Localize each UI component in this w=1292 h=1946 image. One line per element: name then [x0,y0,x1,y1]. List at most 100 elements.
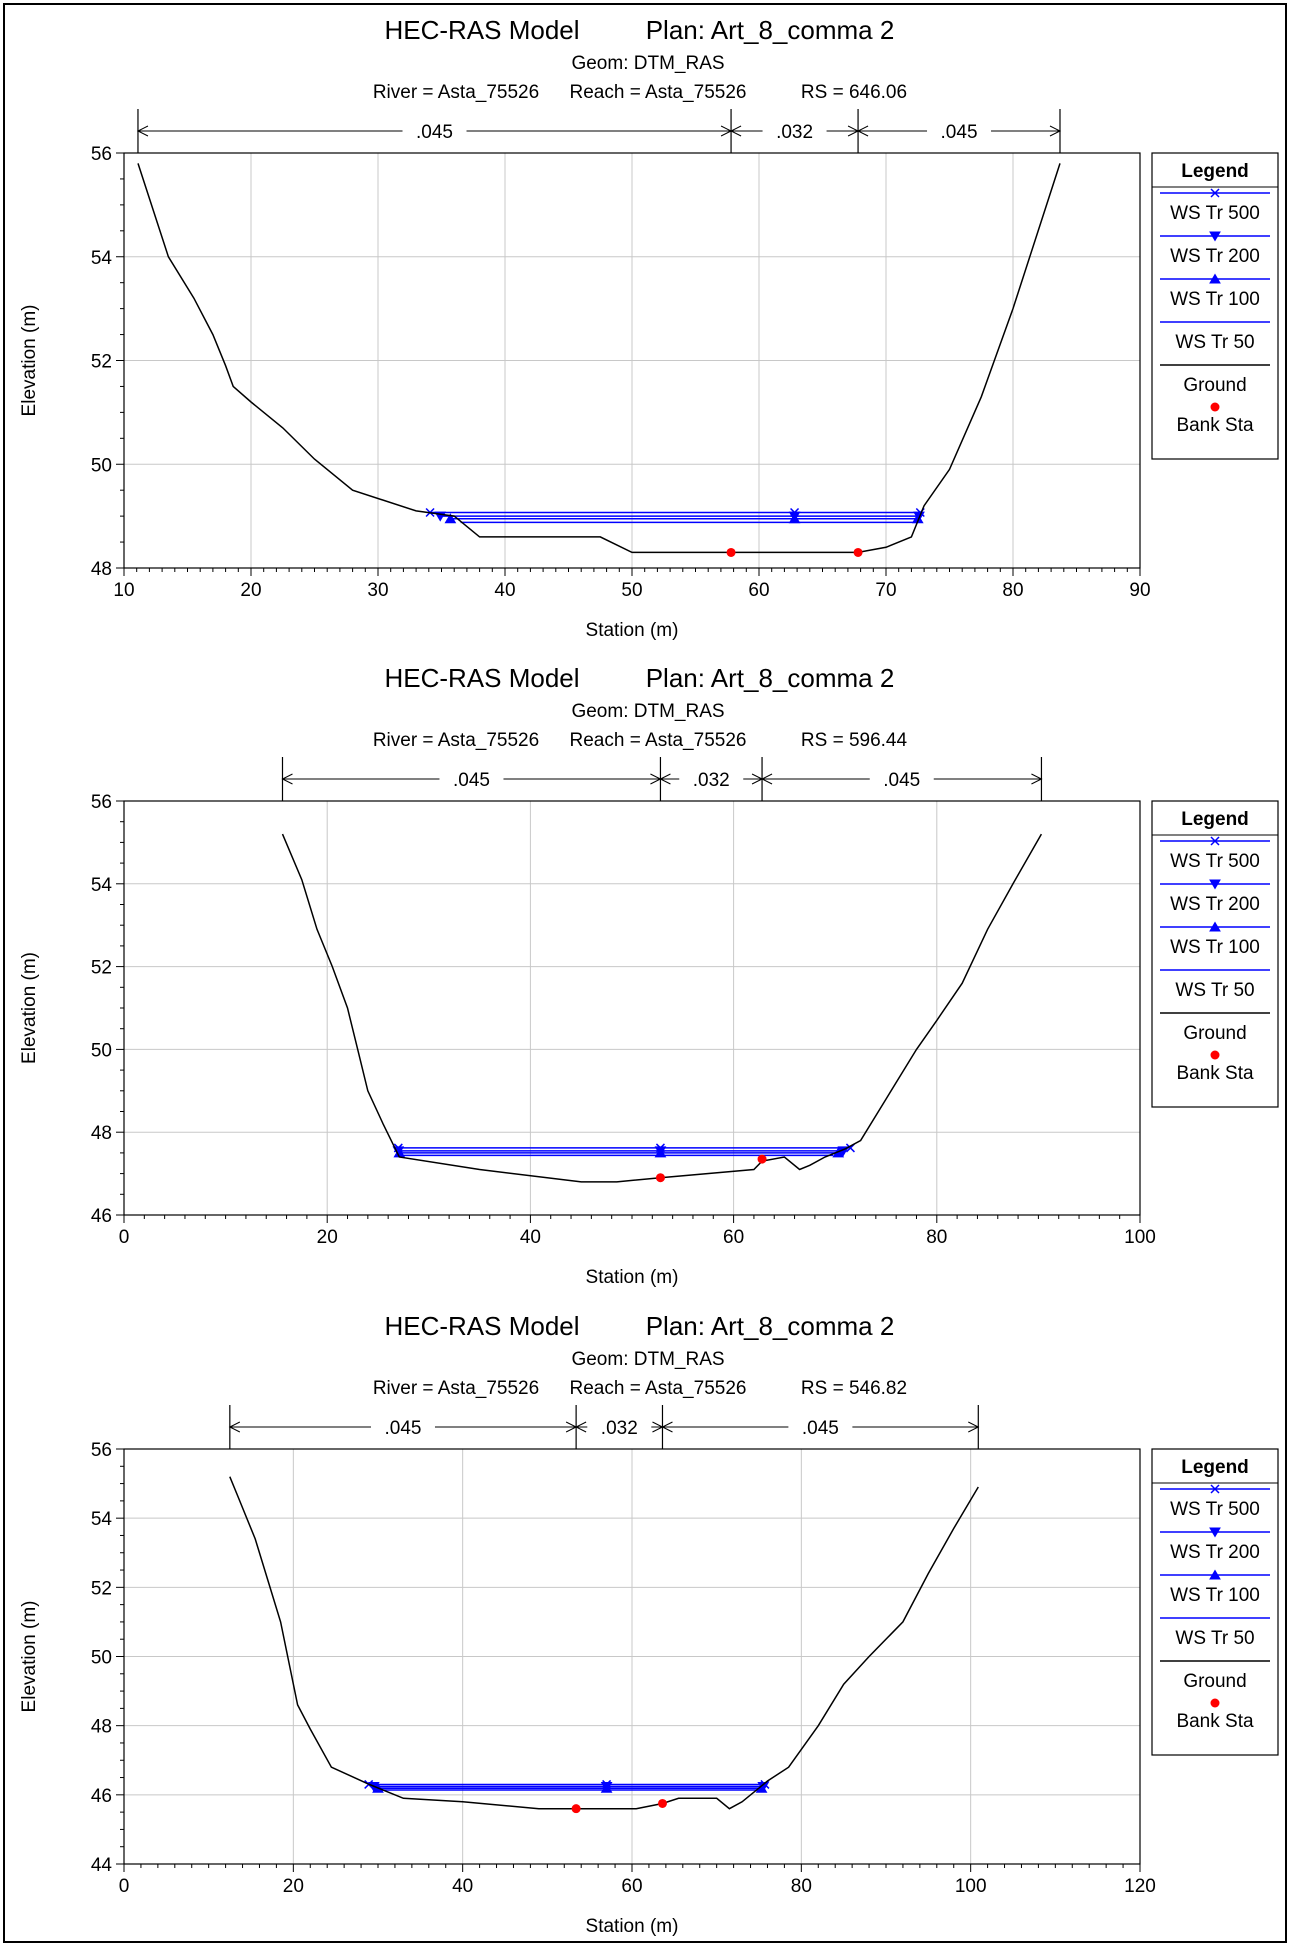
water-surfaces [364,1779,770,1793]
x-axis-label: Station (m) [586,620,679,641]
ws-marker-x [602,1779,612,1789]
rs-label: RS = 546.82 [801,1378,907,1399]
legend-label: WS Tr 200 [1170,246,1260,267]
legend: Legend WS Tr 500 WS Tr 200 WS Tr 100 WS Tr 5… [1151,1448,1279,1756]
y-tick-label: 50 [91,1040,112,1061]
legend-box [1151,1448,1279,1756]
legend-label: WS Tr 500 [1170,1499,1260,1520]
x-axis-label: Station (m) [586,1916,679,1937]
manning-n-value: .045 [883,770,920,791]
manning-n-value: .045 [941,122,978,143]
y-tick-label: 56 [91,1440,112,1461]
plan-label: Plan: Art_8_comma 2 [646,15,895,45]
legend-marker-x [1210,836,1220,846]
legend-label: WS Tr 200 [1170,1542,1260,1563]
manning-n-value: .045 [384,1418,421,1439]
x-tick-label: 60 [748,580,769,601]
legend-marker-tri-down [1209,879,1221,890]
y-tick-label: 50 [91,455,112,476]
manning-arrowhead [136,125,149,137]
x-tick-label: 100 [955,1876,987,1897]
manning-arrowhead [228,1421,241,1433]
x-axis-label: Station (m) [586,1267,679,1288]
manning-arrowhead [1049,125,1062,137]
legend-label: WS Tr 500 [1170,851,1260,872]
legend-title: Legend [1181,809,1249,830]
ws-marker-x [790,507,800,518]
legend-label: Ground [1183,1023,1246,1044]
manning-arrowhead [575,1421,587,1433]
y-tick-label: 44 [91,1855,113,1876]
geom-label: Geom: DTM_RAS [571,53,724,74]
x-tick-label: 20 [283,1876,304,1897]
legend-label: WS Tr 100 [1170,937,1260,958]
legend: Legend WS Tr 500 WS Tr 200 WS Tr 100 WS Tr 5… [1151,152,1279,460]
y-tick-label: 52 [91,958,112,979]
x-tick-label: 60 [723,1227,744,1248]
manning-n-value: .032 [601,1418,638,1439]
x-tick-label: 80 [1002,580,1023,601]
manning-arrowhead [968,1421,980,1433]
plot-grid [123,152,1141,569]
water-surfaces [392,1143,855,1158]
legend-marker-tri-up [1209,273,1221,284]
axis-ticks [116,800,1141,1223]
legend-label: WS Tr 100 [1170,289,1260,310]
x-tick-label: 40 [520,1227,541,1248]
x-tick-label: 0 [119,1876,130,1897]
x-tick-label: 90 [1129,580,1150,601]
axis-ticks [116,152,1141,576]
manning-arrowhead [760,773,773,785]
reach-label: Reach = Asta_75526 [570,730,747,751]
manning-n-value: .045 [453,770,490,791]
ground-line [137,163,1061,554]
chart-panel-3: HEC-RAS Model Plan: Art_8_comma 2 Geom: DT… [19,1311,1279,1937]
legend-marker-bank [1210,1050,1220,1060]
reach-label: Reach = Asta_75526 [570,1378,747,1399]
legend-label: Bank Sta [1176,1711,1254,1732]
bank-station-point [655,1173,665,1183]
bank-station-point [726,547,736,557]
x-tick-label: 70 [875,580,896,601]
river-label: River = Asta_75526 [373,730,539,751]
manning-arrowhead [661,1421,673,1433]
chart-title: HEC-RAS Model [384,15,579,45]
legend-marker-tri-up [1209,921,1221,932]
x-tick-label: 0 [119,1227,130,1248]
manning-n-bar: .045 .032 .045 [228,1405,980,1449]
ws-marker-x [655,1143,665,1153]
manning-arrowhead [729,125,742,137]
manning-n-value: .045 [802,1418,839,1439]
y-axis-label: Elevation (m) [19,1601,40,1713]
y-tick-label: 56 [91,792,112,813]
chart-title: HEC-RAS Model [384,1311,579,1341]
legend: Legend WS Tr 500 WS Tr 200 WS Tr 100 WS Tr 5… [1151,800,1279,1108]
x-tick-label: 40 [452,1876,473,1897]
legend-marker-bank [1210,1698,1220,1708]
manning-arrowhead [1031,773,1043,785]
ground-line [281,833,1043,1183]
ground-line [229,1476,979,1810]
legend-marker-tri-down [1209,231,1221,242]
legend-label: WS Tr 50 [1175,1628,1254,1649]
figure-frame [3,3,1287,1943]
plot-grid [123,1448,1141,1865]
bank-station-point [657,1798,667,1808]
x-tick-label: 60 [621,1876,642,1897]
manning-n-value: .032 [776,122,813,143]
chart-panel-1: HEC-RAS Model Plan: Art_8_comma 2 Geom: DT… [19,15,1279,641]
river-label: River = Asta_75526 [373,1378,539,1399]
y-tick-label: 52 [91,1578,112,1599]
y-tick-label: 56 [91,144,112,165]
legend-label: WS Tr 50 [1175,980,1254,1001]
bank-station-point [757,1154,767,1164]
rs-label: RS = 596.44 [801,730,908,751]
y-tick-label: 54 [91,248,113,269]
y-axis-label: Elevation (m) [19,305,40,417]
plan-label: Plan: Art_8_comma 2 [646,663,895,693]
bank-station-point [853,547,863,557]
legend-marker-tri-up [1209,1569,1221,1580]
x-tick-label: 80 [791,1876,812,1897]
manning-n-value: .032 [693,770,730,791]
y-tick-label: 46 [91,1206,112,1227]
